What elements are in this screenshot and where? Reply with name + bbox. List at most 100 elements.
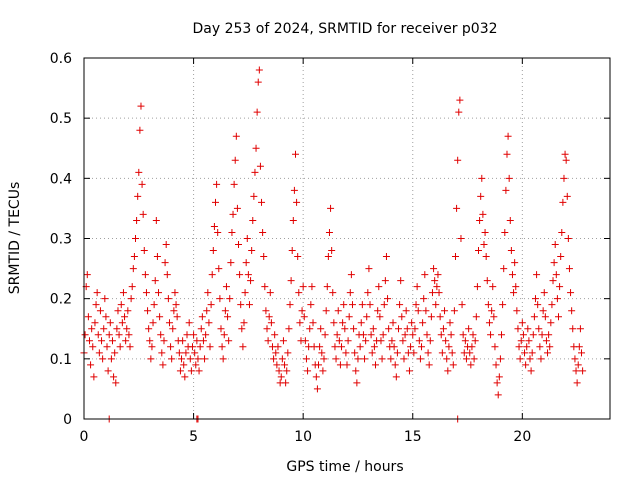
data-point xyxy=(129,265,137,273)
data-point xyxy=(158,349,166,357)
data-point xyxy=(179,337,187,345)
y-tick-label: 0.3 xyxy=(50,232,72,248)
data-point xyxy=(540,289,548,297)
data-point xyxy=(205,319,213,327)
data-point xyxy=(387,355,395,363)
data-point xyxy=(431,277,439,285)
data-point xyxy=(148,343,156,351)
data-point xyxy=(136,126,144,134)
data-point xyxy=(428,289,436,297)
data-point xyxy=(320,355,328,363)
data-point xyxy=(244,271,252,279)
data-point xyxy=(407,343,415,351)
data-point xyxy=(245,301,253,309)
data-point xyxy=(357,319,365,327)
data-point xyxy=(454,156,462,164)
data-point xyxy=(175,349,183,357)
data-point xyxy=(358,301,366,309)
data-point xyxy=(236,271,244,279)
data-point xyxy=(243,235,251,242)
data-point xyxy=(392,373,400,381)
data-point xyxy=(262,307,270,315)
data-point xyxy=(114,307,122,315)
data-point xyxy=(147,355,155,363)
data-point xyxy=(132,235,140,242)
y-tick-label: 0.2 xyxy=(50,292,72,308)
data-point xyxy=(366,301,374,309)
data-point xyxy=(516,355,524,363)
data-point xyxy=(142,289,150,297)
data-point xyxy=(526,355,534,363)
data-point xyxy=(284,349,292,357)
data-point xyxy=(152,216,160,224)
data-point xyxy=(519,331,527,339)
data-point xyxy=(168,355,176,363)
data-point xyxy=(107,355,115,363)
data-point xyxy=(469,331,477,339)
data-point xyxy=(309,319,317,327)
data-point xyxy=(332,355,340,363)
data-point xyxy=(558,228,566,236)
data-point xyxy=(153,253,161,261)
data-point xyxy=(139,210,147,218)
data-point xyxy=(573,379,581,387)
data-point xyxy=(240,319,248,327)
data-point xyxy=(313,385,321,393)
data-point xyxy=(563,192,571,200)
data-point xyxy=(203,307,211,315)
data-point xyxy=(531,295,539,303)
data-point xyxy=(215,265,223,273)
data-point xyxy=(374,307,382,315)
y-tick-label: 0.4 xyxy=(50,171,72,187)
data-point xyxy=(496,355,504,363)
data-point xyxy=(478,174,486,182)
data-point xyxy=(425,361,433,369)
data-point xyxy=(261,283,269,291)
data-point xyxy=(88,325,96,333)
data-point xyxy=(230,180,238,188)
data-point xyxy=(103,343,111,351)
data-point xyxy=(290,186,298,194)
data-point xyxy=(551,241,559,249)
data-point xyxy=(291,150,299,158)
x-tick-label: 0 xyxy=(80,429,89,445)
data-point xyxy=(196,343,204,351)
data-point xyxy=(446,319,454,327)
data-point xyxy=(210,222,218,230)
data-point xyxy=(222,283,230,291)
data-point xyxy=(121,313,129,321)
data-point xyxy=(367,331,375,339)
data-point xyxy=(473,283,481,291)
data-point xyxy=(293,198,301,206)
data-point xyxy=(534,301,542,309)
data-point xyxy=(574,361,582,369)
data-point xyxy=(412,301,420,309)
data-point xyxy=(264,337,272,345)
data-point xyxy=(338,343,346,351)
data-point xyxy=(201,355,209,363)
data-point xyxy=(180,361,188,369)
data-point xyxy=(150,301,158,309)
data-point xyxy=(353,379,361,387)
data-point xyxy=(112,379,120,387)
data-point xyxy=(84,313,92,321)
data-point xyxy=(298,307,306,315)
data-point xyxy=(414,307,422,315)
data-point xyxy=(145,325,153,333)
data-point xyxy=(401,331,409,339)
x-tick-label: 10 xyxy=(294,429,312,445)
data-point xyxy=(552,271,560,279)
data-point xyxy=(437,331,445,339)
data-point xyxy=(411,325,419,333)
data-point xyxy=(317,325,325,333)
data-point xyxy=(260,253,268,261)
data-point xyxy=(444,367,452,375)
data-point xyxy=(334,307,342,315)
data-point xyxy=(87,361,95,369)
data-point xyxy=(567,289,575,297)
data-point xyxy=(409,331,417,339)
data-point xyxy=(535,325,543,333)
data-point xyxy=(369,325,377,333)
data-point xyxy=(299,283,307,291)
